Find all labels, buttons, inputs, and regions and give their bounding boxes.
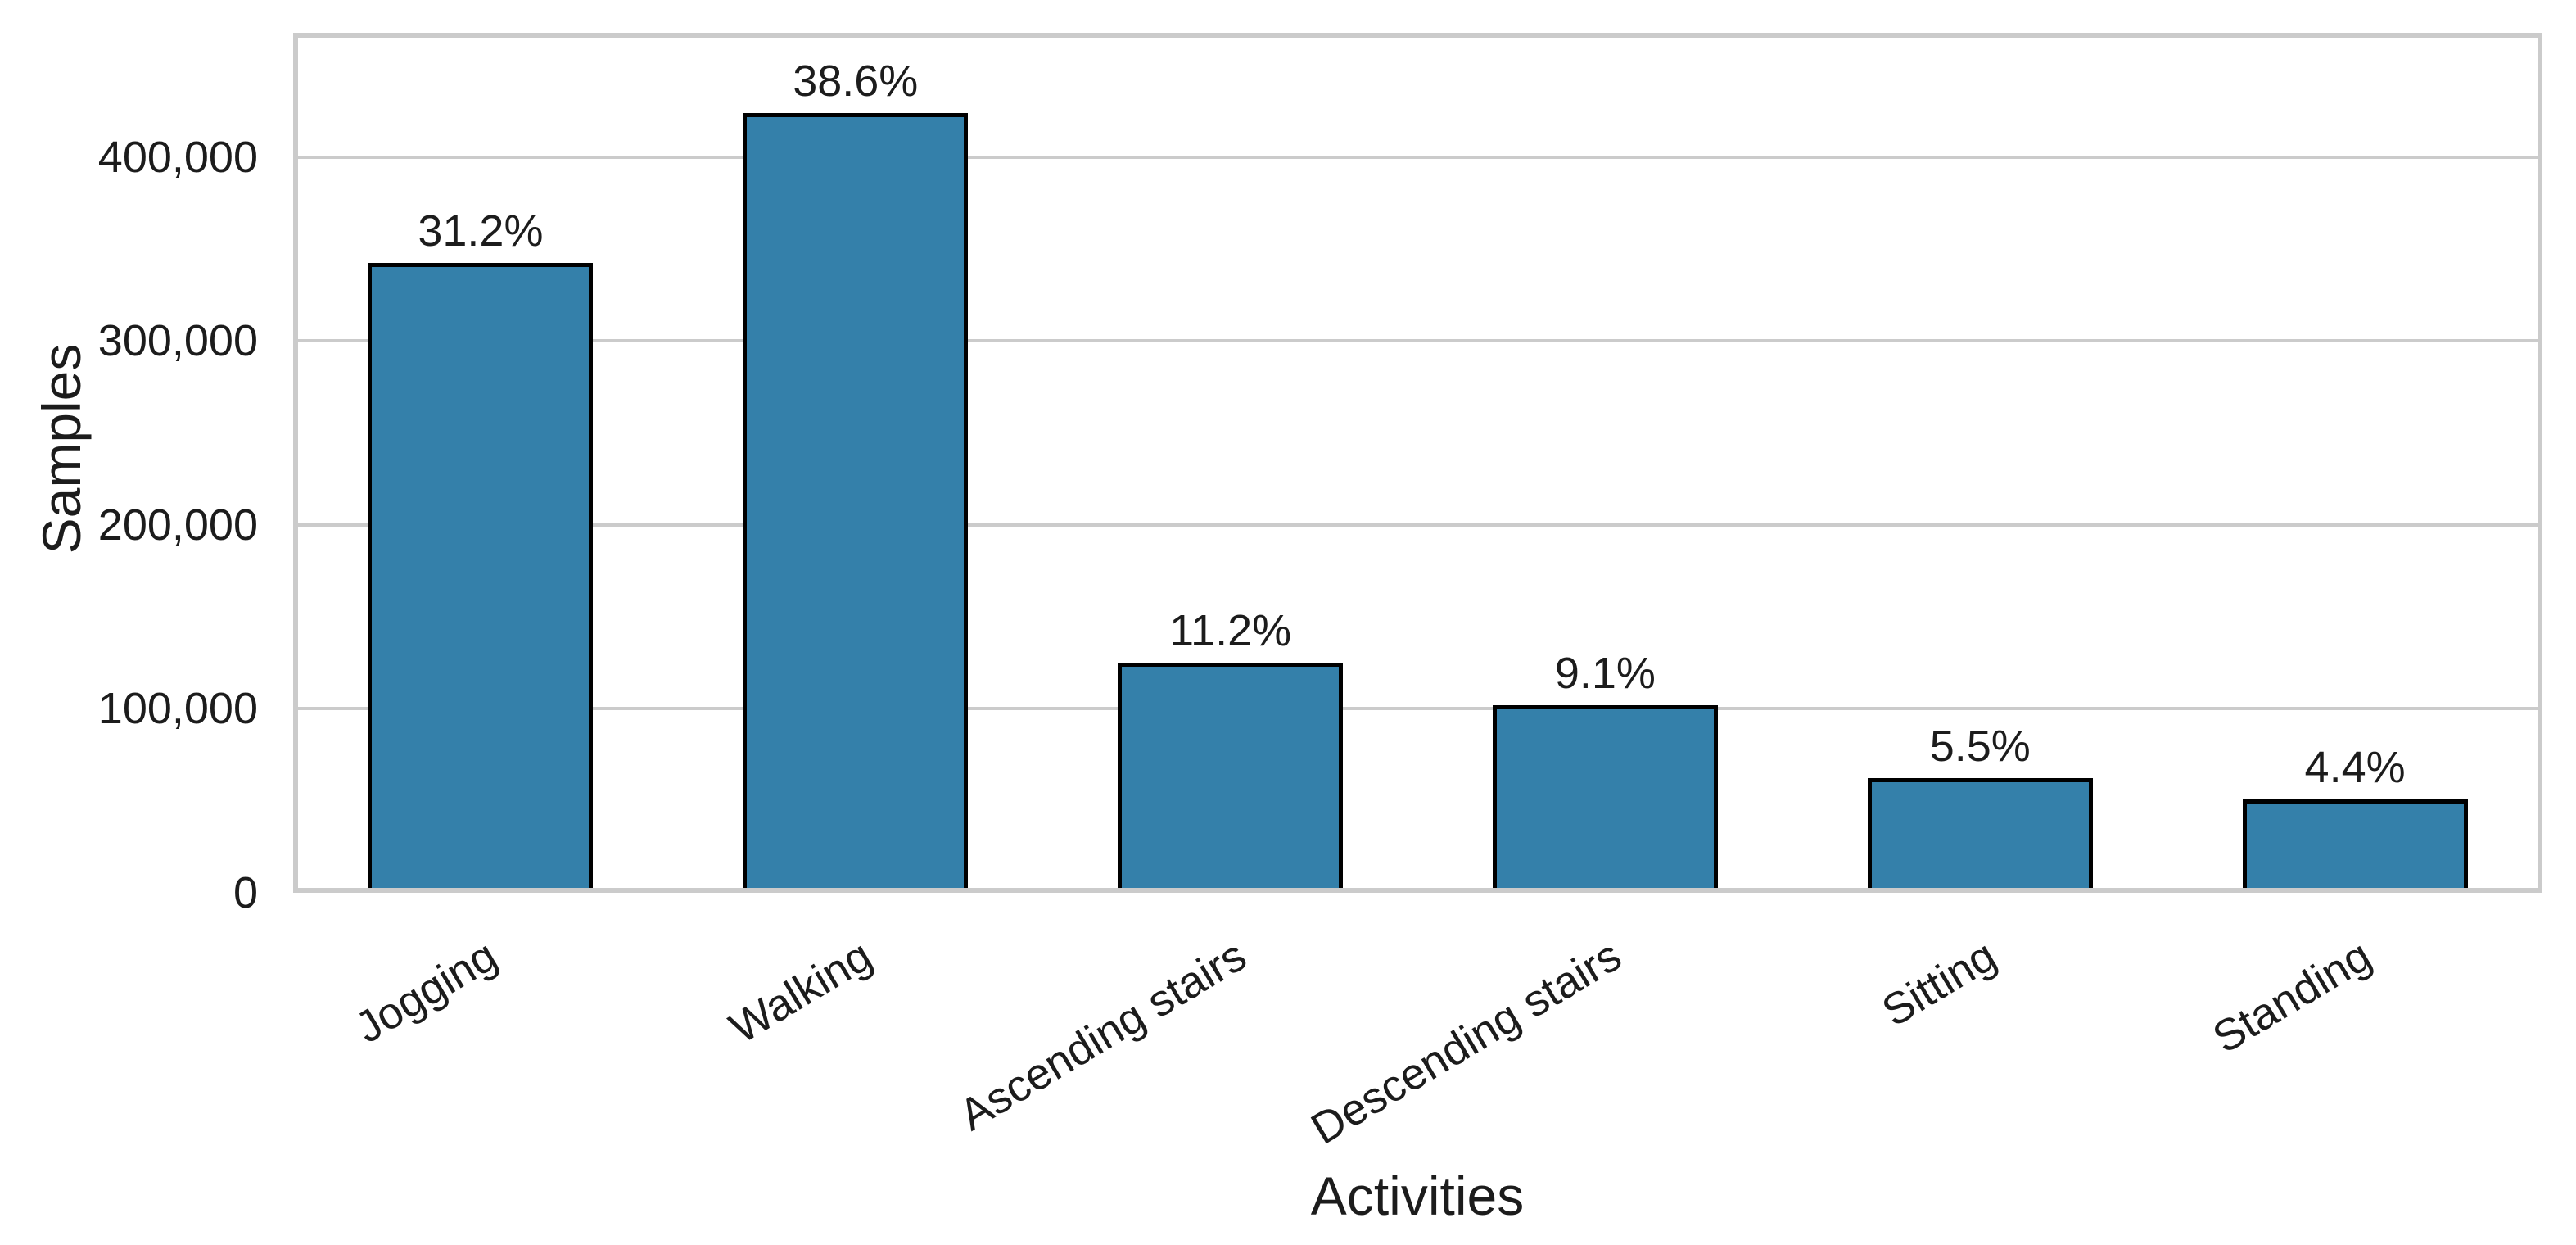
gridline-200000 xyxy=(298,523,2538,527)
bar-value-label-walking: 38.6% xyxy=(793,57,919,106)
x-tick-label-jogging: Jogging xyxy=(346,930,505,1053)
y-tick-label-300000: 300,000 xyxy=(97,316,258,366)
gridline-100000 xyxy=(298,707,2538,711)
bar-value-label-sitting: 5.5% xyxy=(1929,722,2031,771)
y-tick-label-400000: 400,000 xyxy=(97,132,258,182)
y-axis-title: Samples xyxy=(31,343,92,555)
bar-jogging xyxy=(368,263,594,888)
x-tick-label-sitting: Sitting xyxy=(1873,930,2005,1037)
x-tick-label-ascending-stairs: Ascending stairs xyxy=(951,930,1255,1140)
bar-ascending-stairs xyxy=(1118,663,1344,888)
bar-walking xyxy=(743,113,969,888)
plot-area xyxy=(293,33,2542,893)
gridline-300000 xyxy=(298,339,2538,343)
bar-value-label-descending-stairs: 9.1% xyxy=(1554,649,1656,698)
bar-standing xyxy=(2242,799,2468,888)
y-tick-label-200000: 200,000 xyxy=(97,500,258,550)
bar-value-label-ascending-stairs: 11.2% xyxy=(1169,606,1292,655)
bar-value-label-standing: 4.4% xyxy=(2304,743,2406,792)
y-tick-label-100000: 100,000 xyxy=(97,684,258,734)
x-tick-label-descending-stairs: Descending stairs xyxy=(1303,930,1630,1154)
bar-value-label-jogging: 31.2% xyxy=(418,206,544,256)
x-tick-label-walking: Walking xyxy=(721,930,880,1053)
gridline-400000 xyxy=(298,155,2538,159)
bar-sitting xyxy=(1867,778,2093,888)
x-axis-title: Activities xyxy=(1310,1166,1525,1226)
x-tick-label-standing: Standing xyxy=(2204,930,2379,1063)
y-tick-label-0: 0 xyxy=(233,868,258,917)
bar-descending-stairs xyxy=(1492,705,1718,888)
